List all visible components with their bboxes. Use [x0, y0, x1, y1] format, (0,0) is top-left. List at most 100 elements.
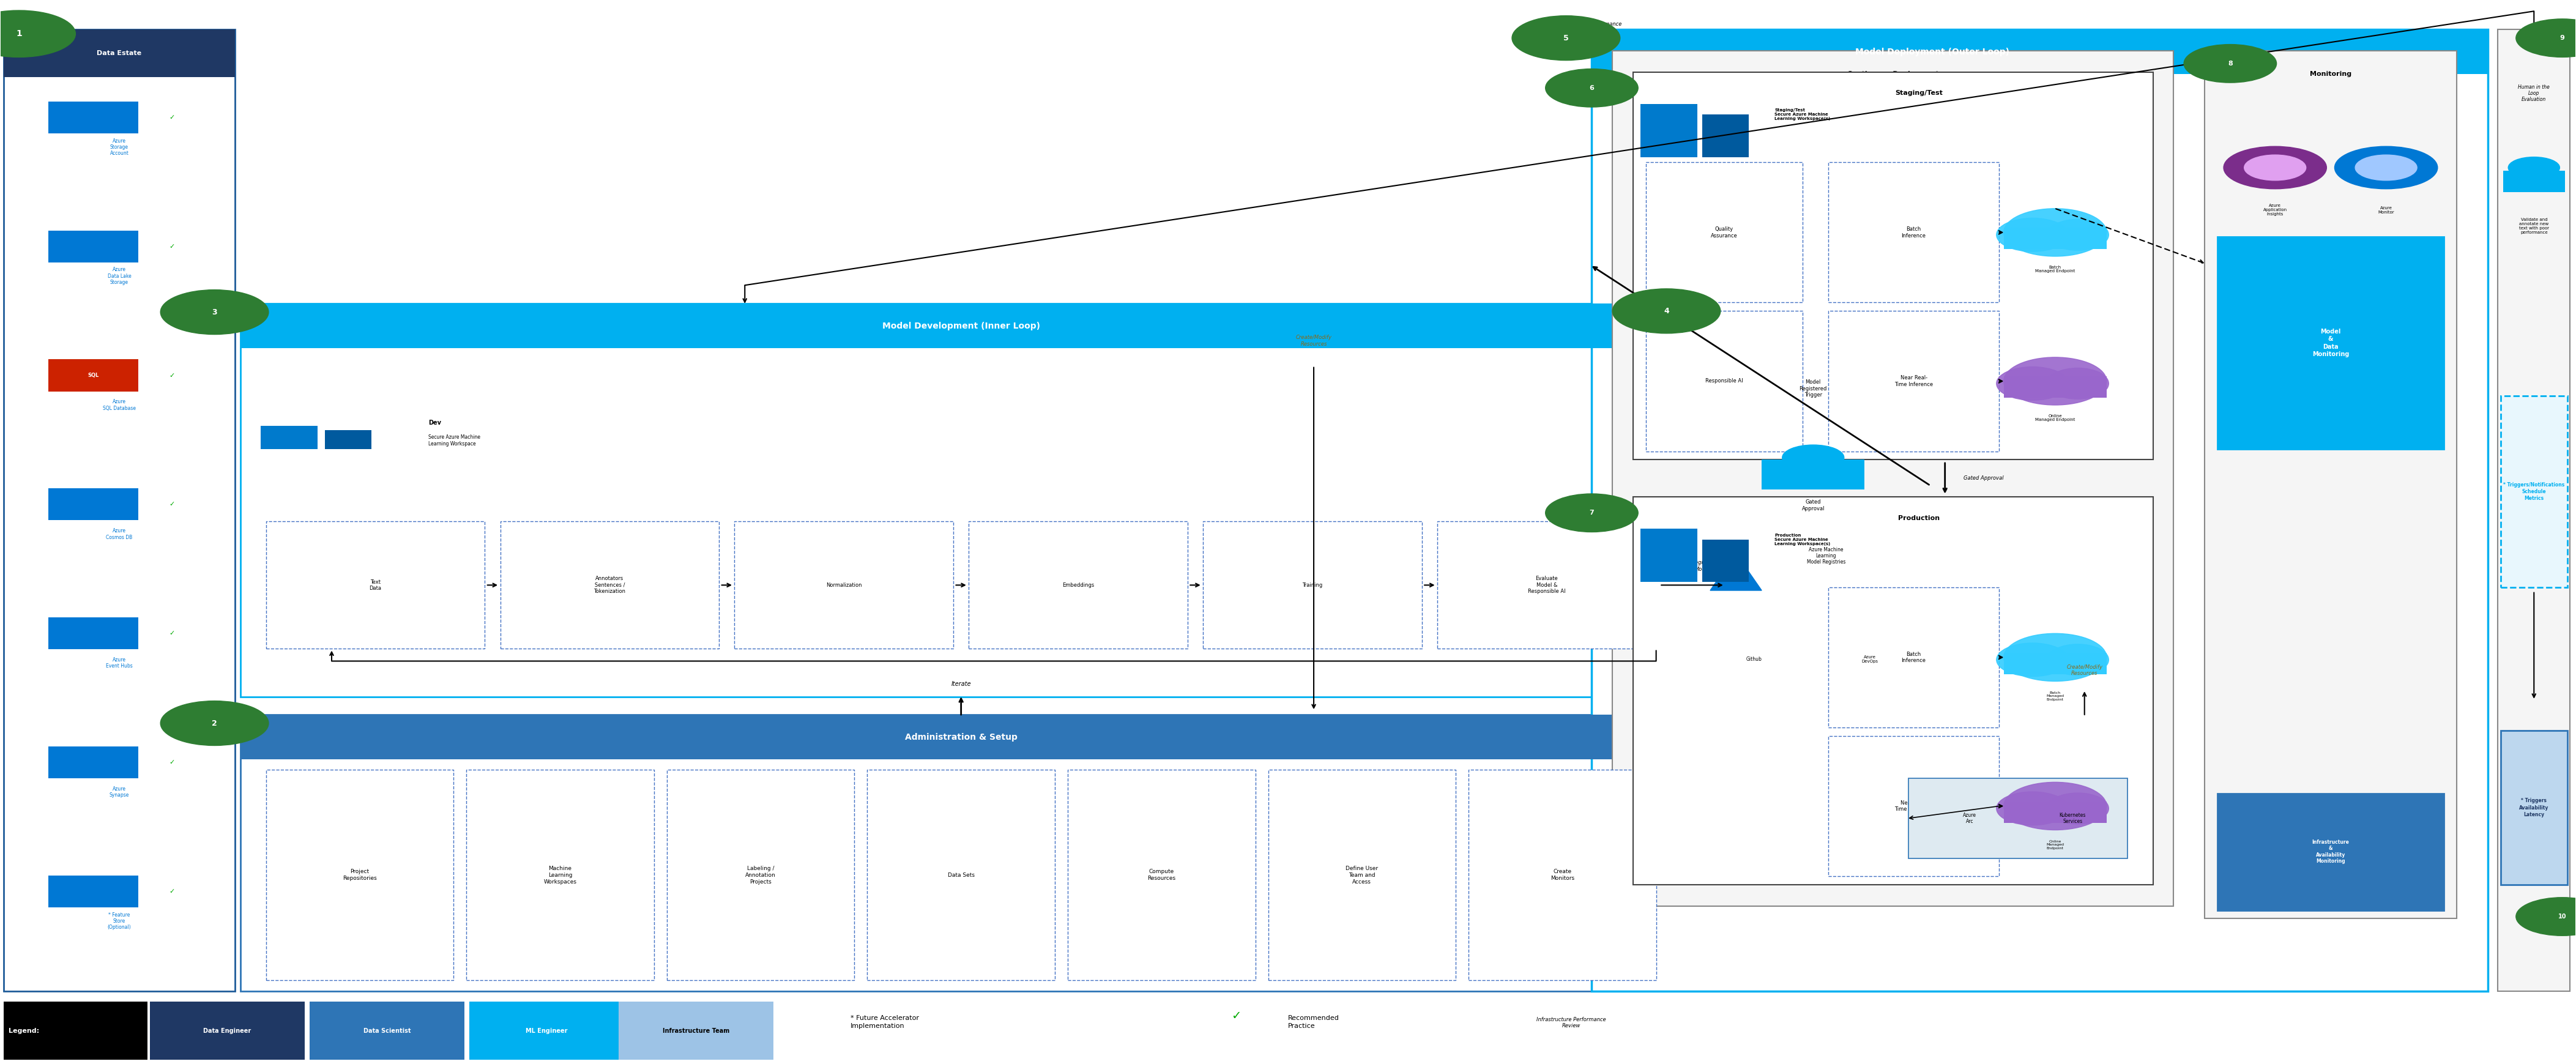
- Ellipse shape: [1996, 792, 2069, 826]
- Text: ✓: ✓: [170, 372, 175, 379]
- FancyBboxPatch shape: [149, 1001, 304, 1060]
- Circle shape: [1546, 494, 1638, 532]
- Text: Production
Secure Azure Machine
Learning Workspace(s): Production Secure Azure Machine Learning…: [1775, 533, 1832, 546]
- FancyBboxPatch shape: [1710, 617, 1801, 702]
- FancyBboxPatch shape: [618, 1001, 773, 1060]
- FancyBboxPatch shape: [49, 101, 139, 133]
- Text: Azure
Monitor: Azure Monitor: [2378, 206, 2393, 214]
- FancyBboxPatch shape: [49, 876, 139, 908]
- Text: 8: 8: [2228, 61, 2233, 67]
- FancyBboxPatch shape: [2501, 396, 2568, 587]
- Text: Project
Repositories: Project Repositories: [343, 869, 376, 881]
- Text: 10: 10: [2558, 914, 2566, 919]
- FancyBboxPatch shape: [1267, 770, 1455, 980]
- Circle shape: [2223, 147, 2326, 189]
- Text: Data Sets: Data Sets: [948, 872, 974, 878]
- Circle shape: [2517, 897, 2576, 935]
- FancyBboxPatch shape: [49, 360, 139, 392]
- FancyBboxPatch shape: [1829, 163, 1999, 302]
- Text: Continuous
Integration: Continuous Integration: [1790, 318, 1834, 332]
- Text: Responsible AI: Responsible AI: [1705, 379, 1744, 384]
- FancyBboxPatch shape: [969, 521, 1188, 649]
- Text: Production: Production: [1899, 515, 1940, 521]
- Circle shape: [1512, 16, 1620, 61]
- FancyBboxPatch shape: [1829, 736, 1999, 876]
- Text: Administration & Setup: Administration & Setup: [904, 733, 1018, 742]
- FancyBboxPatch shape: [2218, 236, 2445, 449]
- Text: Model Performance
Review: Model Performance Review: [1571, 21, 1623, 33]
- FancyBboxPatch shape: [3, 30, 234, 991]
- Text: ✓: ✓: [170, 114, 175, 120]
- FancyBboxPatch shape: [1203, 521, 1422, 649]
- Text: Dev: Dev: [428, 419, 440, 426]
- FancyBboxPatch shape: [1066, 770, 1255, 980]
- Text: Create/Modify
Resources: Create/Modify Resources: [1296, 335, 1332, 347]
- FancyBboxPatch shape: [1437, 521, 1656, 649]
- FancyBboxPatch shape: [1698, 298, 1929, 713]
- Circle shape: [1783, 445, 1844, 470]
- Circle shape: [2517, 19, 2576, 57]
- FancyBboxPatch shape: [265, 770, 453, 980]
- Text: Online
Managed Endpoint: Online Managed Endpoint: [2035, 414, 2076, 421]
- FancyBboxPatch shape: [1592, 30, 2488, 74]
- Text: Staging/Test
Secure Azure Machine
Learning Workspace(s): Staging/Test Secure Azure Machine Learni…: [1775, 109, 1832, 120]
- Ellipse shape: [1996, 367, 2069, 400]
- FancyBboxPatch shape: [240, 715, 1682, 991]
- Ellipse shape: [1996, 218, 2069, 251]
- Ellipse shape: [2048, 219, 2110, 250]
- Text: Azure Machine
Learning
Model Registries: Azure Machine Learning Model Registries: [1806, 547, 1844, 565]
- Text: 9: 9: [2561, 35, 2566, 41]
- FancyBboxPatch shape: [240, 303, 1682, 348]
- FancyBboxPatch shape: [1710, 505, 1917, 606]
- Text: Recommended
Practice: Recommended Practice: [1288, 1015, 1340, 1029]
- FancyBboxPatch shape: [240, 715, 1682, 760]
- Text: Compute
Resources: Compute Resources: [1146, 869, 1175, 881]
- Circle shape: [0, 11, 75, 57]
- FancyBboxPatch shape: [2205, 51, 2458, 918]
- Text: Model
Registered
Trigger: Model Registered Trigger: [1798, 380, 1826, 398]
- Text: Validate and
annotate new
text with poor
performance: Validate and annotate new text with poor…: [2519, 218, 2550, 234]
- Text: Azure
Event Hubs: Azure Event Hubs: [106, 658, 131, 669]
- Text: Staging/Test: Staging/Test: [1896, 90, 1942, 97]
- Circle shape: [2244, 155, 2306, 181]
- Text: * Feature
Store
(Optional): * Feature Store (Optional): [108, 912, 131, 930]
- Text: Normalization: Normalization: [827, 582, 863, 588]
- Text: Machine
Learning
Workspaces: Machine Learning Workspaces: [544, 866, 577, 884]
- FancyBboxPatch shape: [3, 30, 234, 78]
- Text: 7: 7: [1589, 510, 1595, 516]
- FancyBboxPatch shape: [469, 1001, 623, 1060]
- FancyBboxPatch shape: [2504, 171, 2566, 193]
- FancyBboxPatch shape: [1633, 72, 2154, 460]
- Text: Batch
Managed
Endpoint: Batch Managed Endpoint: [2045, 692, 2063, 701]
- Circle shape: [1546, 69, 1638, 107]
- FancyBboxPatch shape: [734, 521, 953, 649]
- Text: Kubernetes
Services: Kubernetes Services: [2058, 812, 2087, 825]
- Text: Evaluate
Model &
Responsible AI: Evaluate Model & Responsible AI: [1528, 576, 1566, 594]
- FancyBboxPatch shape: [3, 1001, 147, 1060]
- FancyBboxPatch shape: [260, 426, 317, 449]
- Ellipse shape: [2004, 633, 2107, 681]
- Circle shape: [1613, 288, 1721, 333]
- FancyBboxPatch shape: [309, 1001, 464, 1060]
- Text: * Triggers
Availability
Latency: * Triggers Availability Latency: [2519, 798, 2548, 817]
- Circle shape: [2354, 155, 2416, 181]
- FancyBboxPatch shape: [1829, 311, 1999, 451]
- Circle shape: [160, 289, 268, 334]
- Text: ✓: ✓: [170, 630, 175, 636]
- FancyBboxPatch shape: [2004, 228, 2107, 249]
- FancyBboxPatch shape: [1592, 30, 2488, 991]
- Ellipse shape: [2048, 793, 2110, 824]
- FancyBboxPatch shape: [1641, 529, 1698, 582]
- Text: Iterate: Iterate: [951, 681, 971, 687]
- FancyBboxPatch shape: [1468, 770, 1656, 980]
- Circle shape: [2509, 157, 2561, 179]
- Text: Azure
Synapse: Azure Synapse: [108, 786, 129, 798]
- Text: Create
Monitors: Create Monitors: [1551, 869, 1574, 881]
- FancyBboxPatch shape: [1633, 497, 2154, 884]
- Ellipse shape: [2048, 368, 2110, 399]
- Text: Batch
Inference: Batch Inference: [1901, 651, 1927, 663]
- Polygon shape: [1710, 553, 1762, 591]
- Text: Define User
Team and
Access: Define User Team and Access: [1345, 866, 1378, 884]
- Text: 2: 2: [211, 719, 216, 727]
- Text: ✓: ✓: [170, 244, 175, 249]
